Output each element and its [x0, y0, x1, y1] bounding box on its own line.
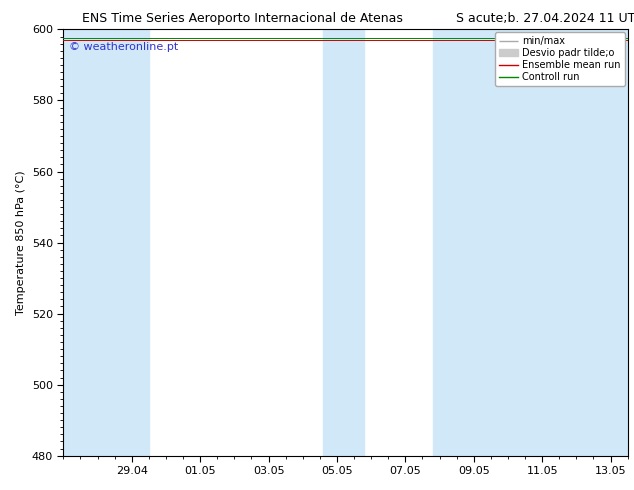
Text: ENS Time Series Aeroporto Internacional de Atenas: ENS Time Series Aeroporto Internacional … [82, 12, 403, 25]
Y-axis label: Temperature 850 hPa (°C): Temperature 850 hPa (°C) [16, 170, 26, 315]
Bar [433, 29, 628, 456]
Legend: min/max, Desvio padr tilde;o, Ensemble mean run, Controll run: min/max, Desvio padr tilde;o, Ensemble m… [495, 32, 624, 86]
Text: © weatheronline.pt: © weatheronline.pt [69, 42, 178, 52]
Bar [323, 29, 365, 456]
Text: S acute;b. 27.04.2024 11 UTC: S acute;b. 27.04.2024 11 UTC [456, 12, 634, 25]
Bar [63, 29, 149, 456]
